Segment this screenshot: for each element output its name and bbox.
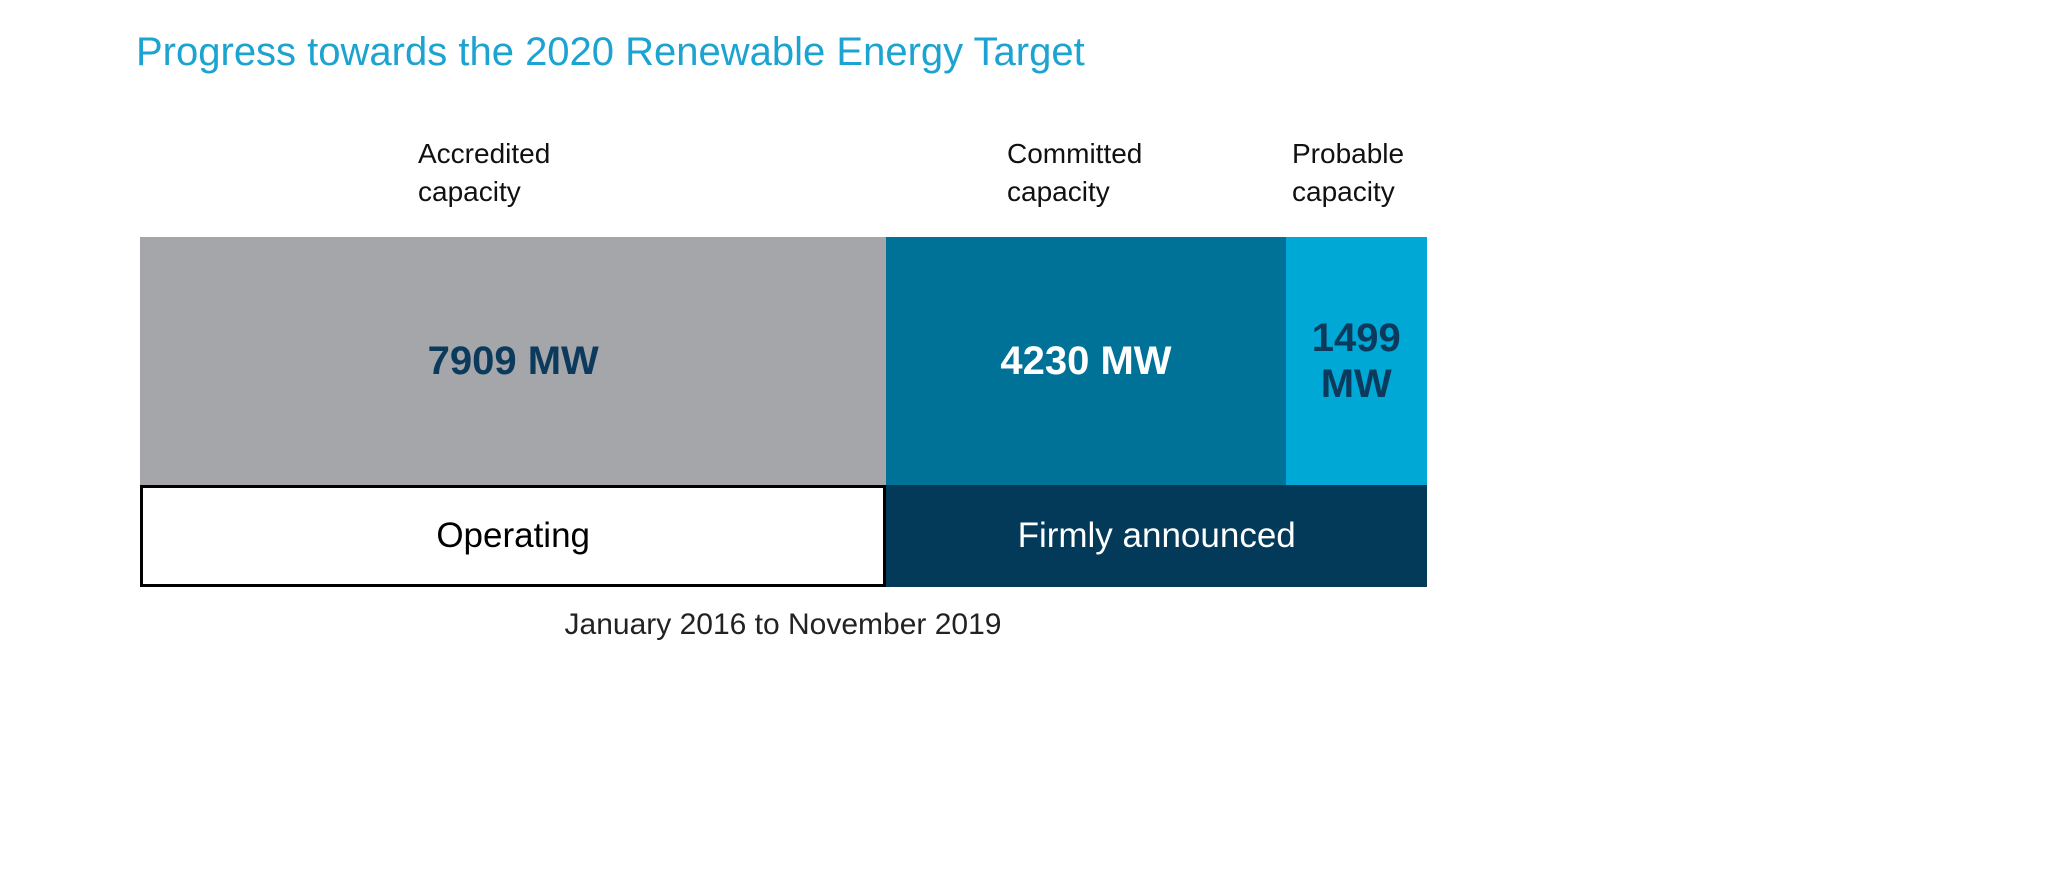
bar-segment-probable-capacity: 1499 MW	[1285, 237, 1427, 485]
category-label: Committed capacity	[1007, 138, 1143, 207]
segment-value-label: 7909 MW	[427, 339, 599, 383]
segment-value-label: 4230 MW	[1000, 339, 1172, 383]
chart-title: Progress towards the 2020 Renewable Ener…	[136, 30, 1085, 74]
category-label: Probable capacity	[1292, 138, 1405, 207]
group-operating: Operating	[140, 485, 887, 587]
footer-date-range: January 2016 to November 2019	[564, 608, 1002, 641]
category-label: Accredited capacity	[418, 138, 551, 207]
segment-value-label: 1499 MW	[1311, 316, 1401, 406]
bar-segment-committed-capacity: 4230 MW	[886, 237, 1286, 485]
bar-segment-accredited-capacity: 7909 MW	[140, 237, 887, 485]
group-firmly-announced: Firmly announced	[886, 485, 1427, 587]
